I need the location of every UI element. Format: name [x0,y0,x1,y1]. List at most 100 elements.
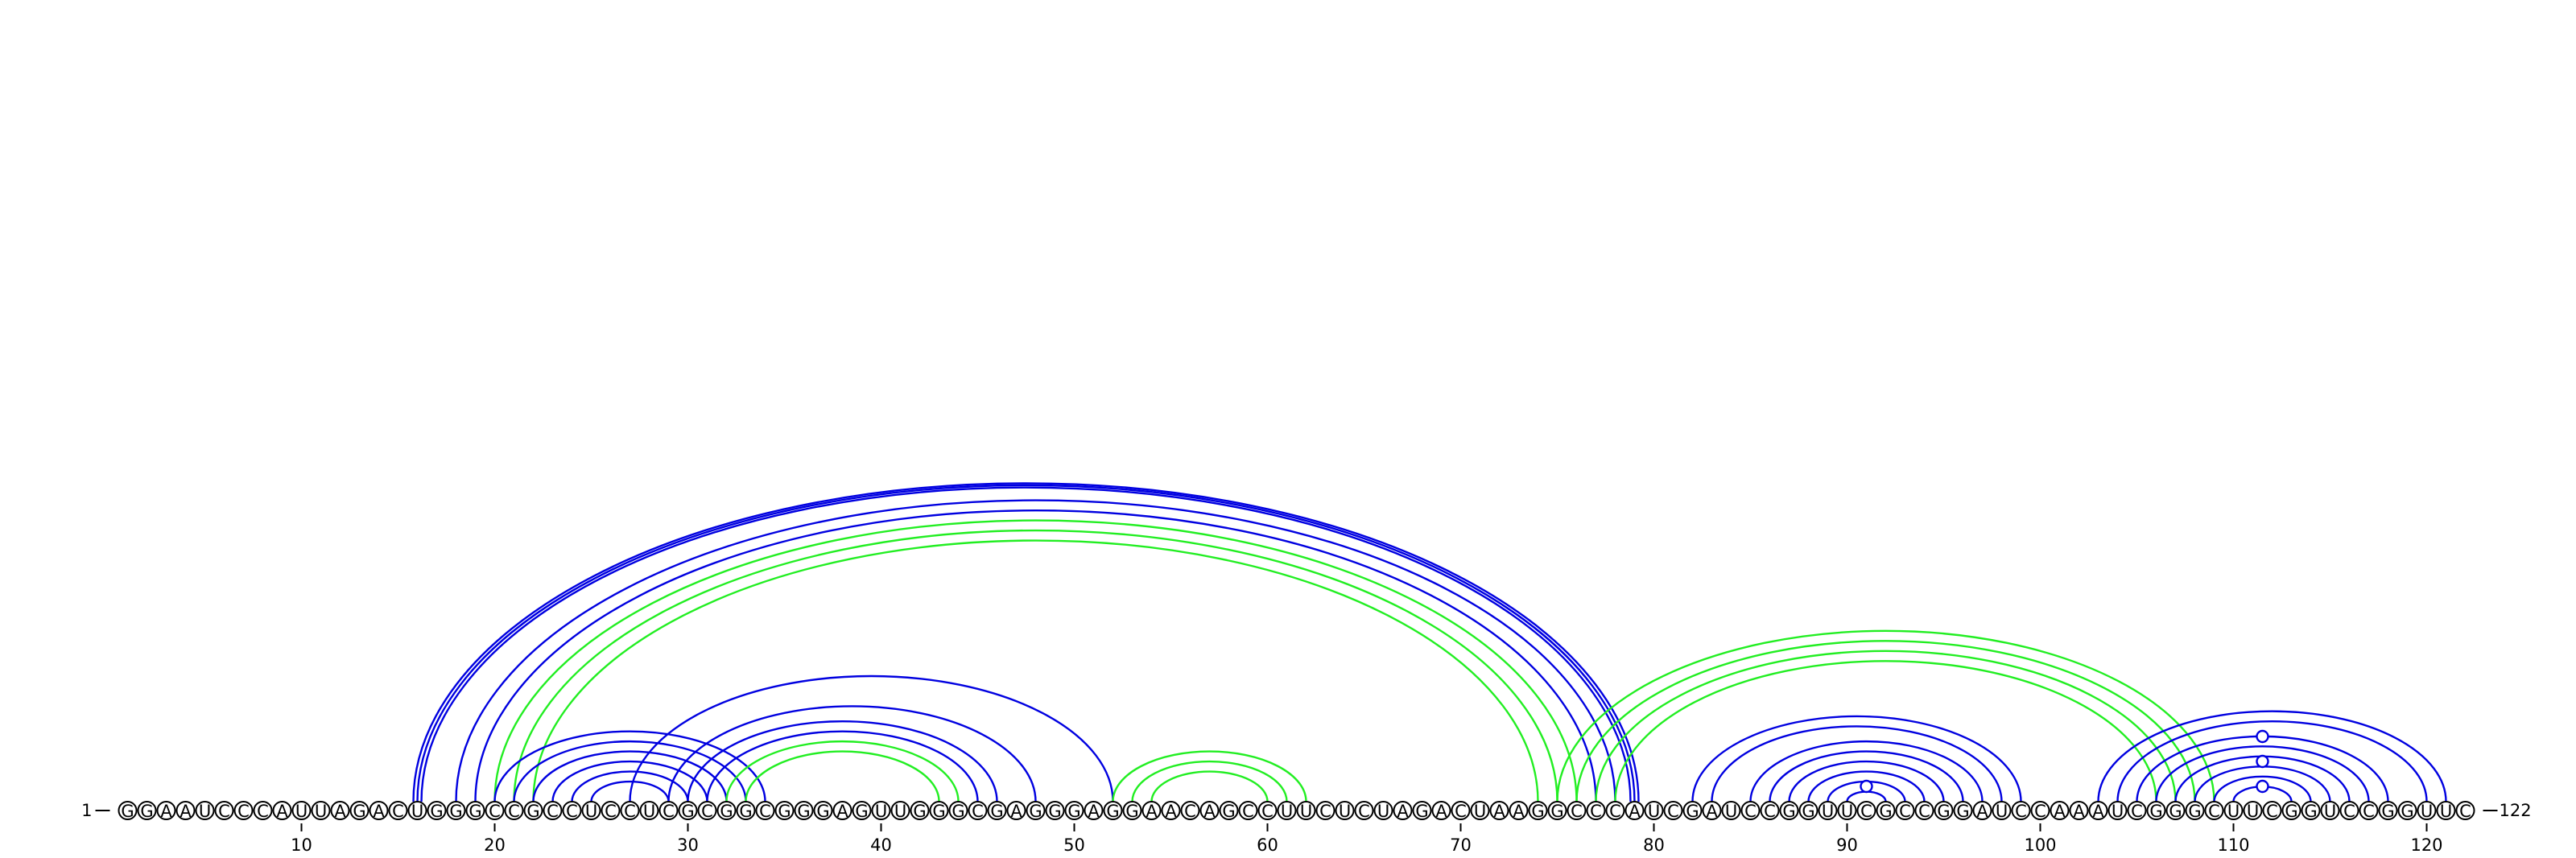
nucleotide: G [2185,801,2205,821]
nucleotide-letter: U [2324,802,2336,821]
nucleotide-circle [253,801,273,820]
nucleotide-letter: C [257,802,269,821]
nucleotide: U [2417,801,2437,821]
nucleotide-letter: A [2092,802,2104,821]
nucleotide-circle [1682,801,1703,820]
nucleotide: A [1702,801,1722,821]
nucleotide: C [1586,801,1606,821]
nucleotide: G [1103,801,1123,821]
nucleotide-letter: U [199,802,211,821]
nucleotide-letter: C [2343,802,2355,821]
nucleotide: G [987,801,1007,821]
nucleotide-circle [2339,801,2359,820]
nucleotide-circle [929,801,949,820]
nucleotide-letter: G [140,802,153,821]
nucleotide: C [543,801,563,821]
base-pair-arc [532,539,1539,802]
nucleotide-circle [2262,801,2282,820]
nucleotide-circle [2204,801,2224,820]
base-pair-arc [1749,740,1984,802]
nucleotide-circle [2107,801,2128,820]
nucleotide-circle [1547,801,1567,820]
nucleotide-letter: C [1184,802,1196,821]
nucleotide-letter: C [1358,802,1370,821]
nucleotide: C [1605,801,1625,821]
nucleotide-circle [1586,801,1606,820]
nucleotide-circle [1045,801,1065,820]
nucleotide: C [1740,801,1761,821]
nucleotide-circle [2455,801,2475,820]
base-pair-arc [513,740,747,802]
nucleotide-letter: C [1571,802,1583,821]
nucleotide-letter: A [1493,802,1505,821]
nucleotide-circle [1798,801,1818,820]
nucleotide: A [1489,801,1509,821]
nucleotide-letter: U [585,802,597,821]
nucleotide-letter: C [1590,802,1602,821]
nucleotide-letter: A [2054,802,2066,821]
nucleotide: G [1412,801,1432,821]
nucleotide-circle [678,801,698,820]
nucleotide: G [910,801,930,821]
nucleotide-letter: U [2112,802,2124,821]
base-pair-arc [474,509,1597,802]
nucleotide: G [523,801,543,821]
nucleotide-letter: G [526,802,539,821]
nucleotide: G [948,801,968,821]
base-pair-arc [2155,745,2370,802]
base-pair-arc [551,760,708,802]
nucleotide-letter: U [875,802,887,821]
nucleotide-circle [639,801,659,820]
nucleotide-circle [1895,801,1915,820]
nucleotide-circle [1721,801,1741,820]
nucleotide-letter: G [1067,802,1080,821]
nucleotide-letter: U [1300,802,1312,821]
nucleotide-circle [485,801,505,820]
nucleotide: C [214,801,234,821]
nucleotide: A [1006,801,1026,821]
nucleotide: A [1161,801,1181,821]
axis-tick-label: 80 [1643,835,1665,855]
nucleotide-letter: U [295,802,308,821]
nucleotide: G [929,801,949,821]
nucleotide-letter: G [739,802,752,821]
nucleotide: C [233,801,254,821]
nucleotide-circle [2030,801,2050,820]
base-pair-arc [416,484,1636,802]
nucleotide-letter: G [720,802,733,821]
base-pair-arc [412,482,1640,802]
base-pair-arc [725,740,960,802]
nucleotide-letter: G [816,802,829,821]
sequence-start-label: 1 [81,801,92,820]
nucleotide-circle [1238,801,1258,820]
nucleotide-circle [1934,801,1954,820]
nucleotide: C [1663,801,1683,821]
nucleotide-letter: C [2015,802,2027,821]
axis-tick-label: 50 [1063,835,1085,855]
nucleotide-circle [716,801,737,820]
nucleotide: C [968,801,988,821]
nucleotide-circle [195,801,215,820]
nucleotide: U [1837,801,1857,821]
nucleotide: G [1219,801,1239,821]
nucleotide: U [2320,801,2340,821]
nucleotide: G [2146,801,2166,821]
base-pair-arc [571,770,689,802]
nucleotide-letter: C [2131,802,2143,821]
base-pair-arc [687,720,998,802]
nucleotide-circle [2243,801,2263,820]
nucleotide: C [1257,801,1278,821]
base-pair-arc [1150,770,1269,802]
base-pair-arc [1595,650,2177,802]
nucleotide-circle [2223,801,2244,820]
base-pair-arc [745,750,940,802]
nucleotide: G [813,801,833,821]
nucleotide: G [2165,801,2186,821]
axis-tick-label: 110 [2217,835,2249,855]
nucleotide-letter: G [1937,802,1950,821]
nucleotide: U [311,801,331,821]
nucleotide-circle [2359,801,2379,820]
axis-tick-label: 60 [1257,835,1278,855]
nucleotide-letter: G [2401,802,2413,821]
nucleotide: C [2455,801,2475,821]
